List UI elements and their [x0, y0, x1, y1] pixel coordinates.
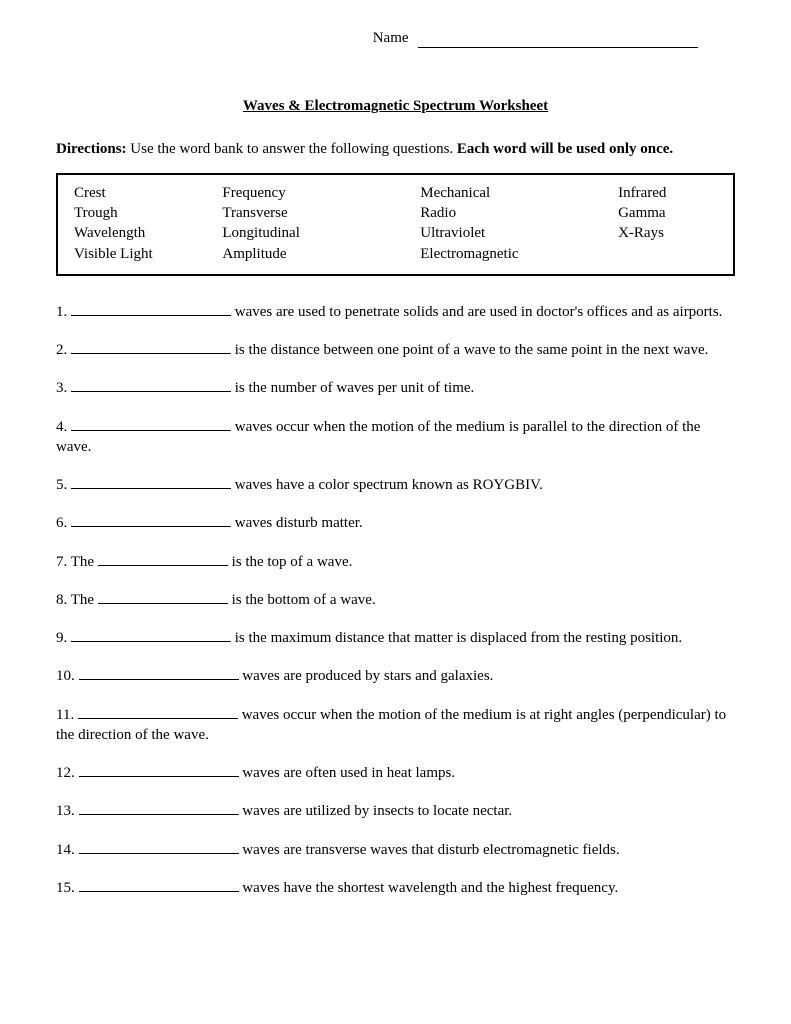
- answer-blank[interactable]: [79, 891, 239, 892]
- question-text: is the maximum distance that matter is d…: [231, 630, 682, 646]
- question-text: waves have the shortest wavelength and t…: [239, 880, 619, 896]
- question-7: 7. The is the top of a wave.: [56, 552, 735, 572]
- answer-blank[interactable]: [79, 853, 239, 854]
- wordbank-col-3: Mechanical Radio Ultraviolet Electromagn…: [420, 183, 618, 264]
- answer-blank[interactable]: [71, 526, 231, 527]
- question-text: is the distance between one point of a w…: [231, 342, 708, 358]
- question-text: is the number of waves per unit of time.: [231, 380, 474, 396]
- question-4: 4. waves occur when the motion of the me…: [56, 417, 735, 458]
- question-1: 1. waves are used to penetrate solids an…: [56, 302, 735, 322]
- answer-blank[interactable]: [79, 776, 239, 777]
- name-blank[interactable]: [418, 47, 698, 48]
- question-num: 1.: [56, 304, 71, 320]
- wordbank-item: Radio: [420, 203, 618, 223]
- question-num: 2.: [56, 342, 71, 358]
- wordbank-item: Transverse: [222, 203, 420, 223]
- worksheet-page: Name Waves & Electromagnetic Spectrum Wo…: [0, 0, 791, 956]
- wordbank-item: Gamma: [618, 203, 717, 223]
- wordbank-item: Mechanical: [420, 183, 618, 203]
- question-text: is the bottom of a wave.: [228, 592, 376, 608]
- answer-blank[interactable]: [71, 641, 231, 642]
- question-11: 11. waves occur when the motion of the m…: [56, 705, 735, 746]
- wordbank-item: Longitudinal: [222, 223, 420, 243]
- wordbank-item: Amplitude: [222, 244, 420, 264]
- question-num: 3.: [56, 380, 71, 396]
- wordbank-col-1: Crest Trough Wavelength Visible Light: [74, 183, 222, 264]
- question-14: 14. waves are transverse waves that dist…: [56, 840, 735, 860]
- question-num: 7. The: [56, 554, 98, 570]
- wordbank-item: Wavelength: [74, 223, 222, 243]
- question-6: 6. waves disturb matter.: [56, 513, 735, 533]
- question-8: 8. The is the bottom of a wave.: [56, 590, 735, 610]
- wordbank-col-4: Infrared Gamma X-Rays: [618, 183, 717, 264]
- wordbank-item: Visible Light: [74, 244, 222, 264]
- wordbank-item: Trough: [74, 203, 222, 223]
- name-label: Name: [373, 30, 409, 46]
- wordbank-item: Crest: [74, 183, 222, 203]
- question-num: 13.: [56, 803, 79, 819]
- question-text: waves are utilized by insects to locate …: [239, 803, 513, 819]
- worksheet-title: Waves & Electromagnetic Spectrum Workshe…: [56, 96, 735, 116]
- question-num: 14.: [56, 842, 79, 858]
- question-2: 2. is the distance between one point of …: [56, 340, 735, 360]
- question-13: 13. waves are utilized by insects to loc…: [56, 801, 735, 821]
- answer-blank[interactable]: [71, 488, 231, 489]
- question-text: waves occur when the motion of the mediu…: [56, 419, 700, 455]
- question-num: 11.: [56, 707, 78, 723]
- answer-blank[interactable]: [71, 391, 231, 392]
- name-row: Name: [336, 28, 735, 48]
- question-text: waves occur when the motion of the mediu…: [56, 707, 726, 743]
- question-num: 5.: [56, 477, 71, 493]
- question-num: 10.: [56, 668, 79, 684]
- answer-blank[interactable]: [79, 814, 239, 815]
- question-9: 9. is the maximum distance that matter i…: [56, 628, 735, 648]
- wordbank-item: Frequency: [222, 183, 420, 203]
- question-12: 12. waves are often used in heat lamps.: [56, 763, 735, 783]
- question-text: waves are transverse waves that disturb …: [239, 842, 620, 858]
- directions-label: Directions:: [56, 141, 127, 157]
- question-text: waves are produced by stars and galaxies…: [239, 668, 494, 684]
- wordbank-item: Infrared: [618, 183, 717, 203]
- question-5: 5. waves have a color spectrum known as …: [56, 475, 735, 495]
- wordbank-col-2: Frequency Transverse Longitudinal Amplit…: [222, 183, 420, 264]
- question-10: 10. waves are produced by stars and gala…: [56, 666, 735, 686]
- question-15: 15. waves have the shortest wavelength a…: [56, 878, 735, 898]
- question-num: 15.: [56, 880, 79, 896]
- wordbank-box: Crest Trough Wavelength Visible Light Fr…: [56, 173, 735, 276]
- question-text: waves have a color spectrum known as ROY…: [231, 477, 543, 493]
- answer-blank[interactable]: [98, 603, 228, 604]
- question-text: waves are often used in heat lamps.: [239, 765, 456, 781]
- wordbank-item: Electromagnetic: [420, 244, 618, 264]
- directions-text: Use the word bank to answer the followin…: [127, 141, 457, 157]
- wordbank-item: Ultraviolet: [420, 223, 618, 243]
- wordbank-item: X-Rays: [618, 223, 717, 243]
- question-num: 8. The: [56, 592, 98, 608]
- directions-bold-tail: Each word will be used only once.: [457, 141, 673, 157]
- question-3: 3. is the number of waves per unit of ti…: [56, 378, 735, 398]
- question-text: waves are used to penetrate solids and a…: [231, 304, 722, 320]
- answer-blank[interactable]: [71, 430, 231, 431]
- answer-blank[interactable]: [79, 679, 239, 680]
- question-text: is the top of a wave.: [228, 554, 353, 570]
- answer-blank[interactable]: [98, 565, 228, 566]
- question-num: 12.: [56, 765, 79, 781]
- answer-blank[interactable]: [78, 718, 238, 719]
- question-num: 9.: [56, 630, 71, 646]
- directions: Directions: Use the word bank to answer …: [56, 139, 735, 159]
- answer-blank[interactable]: [71, 353, 231, 354]
- question-text: waves disturb matter.: [231, 515, 363, 531]
- answer-blank[interactable]: [71, 315, 231, 316]
- question-num: 6.: [56, 515, 71, 531]
- question-num: 4.: [56, 419, 71, 435]
